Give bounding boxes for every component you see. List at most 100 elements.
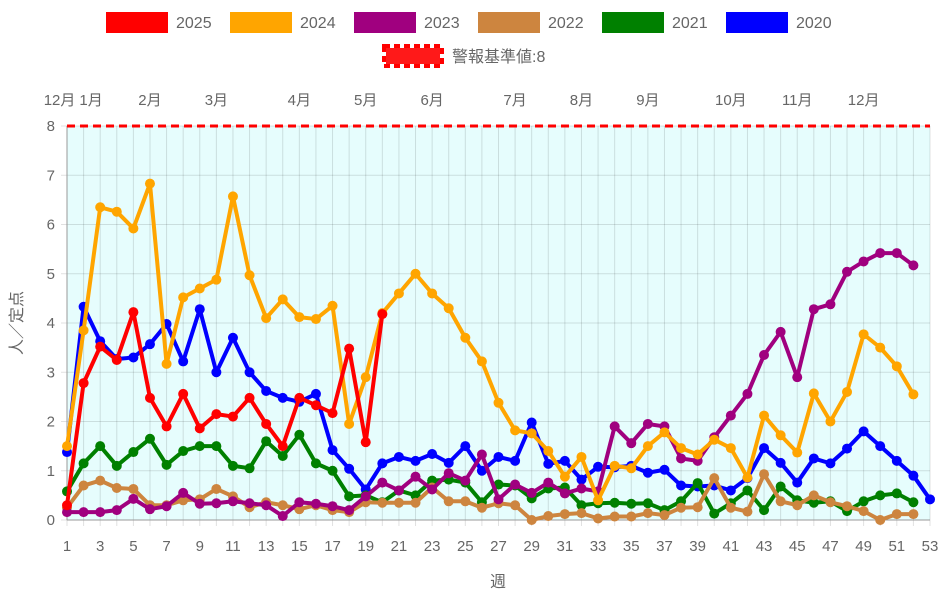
data-point[interactable] bbox=[443, 457, 454, 468]
data-point[interactable] bbox=[327, 408, 338, 419]
legend-item-2020[interactable]: 2020 bbox=[726, 12, 832, 33]
data-point[interactable] bbox=[111, 206, 122, 217]
data-point[interactable] bbox=[742, 388, 753, 399]
data-point[interactable] bbox=[559, 488, 570, 499]
data-point[interactable] bbox=[244, 463, 255, 474]
legend-item-2024[interactable]: 2024 bbox=[230, 12, 336, 33]
data-point[interactable] bbox=[891, 455, 902, 466]
data-point[interactable] bbox=[393, 485, 404, 496]
data-point[interactable] bbox=[344, 505, 355, 516]
data-point[interactable] bbox=[576, 483, 587, 494]
data-point[interactable] bbox=[427, 475, 438, 486]
data-point[interactable] bbox=[161, 421, 172, 432]
data-point[interactable] bbox=[576, 508, 587, 519]
data-point[interactable] bbox=[543, 477, 554, 488]
data-point[interactable] bbox=[261, 500, 272, 511]
data-point[interactable] bbox=[95, 507, 106, 518]
data-point[interactable] bbox=[393, 288, 404, 299]
data-point[interactable] bbox=[227, 460, 238, 471]
data-point[interactable] bbox=[510, 500, 521, 511]
data-point[interactable] bbox=[808, 490, 819, 501]
data-point[interactable] bbox=[460, 332, 471, 343]
data-point[interactable] bbox=[642, 418, 653, 429]
data-point[interactable] bbox=[277, 441, 288, 452]
data-point[interactable] bbox=[393, 451, 404, 462]
data-point[interactable] bbox=[294, 429, 305, 440]
data-point[interactable] bbox=[725, 410, 736, 421]
legend-item-2022[interactable]: 2022 bbox=[478, 12, 584, 33]
data-point[interactable] bbox=[178, 446, 189, 457]
data-point[interactable] bbox=[759, 443, 770, 454]
data-point[interactable] bbox=[78, 458, 89, 469]
data-point[interactable] bbox=[559, 455, 570, 466]
data-point[interactable] bbox=[144, 339, 155, 350]
data-point[interactable] bbox=[111, 505, 122, 516]
data-point[interactable] bbox=[875, 490, 886, 501]
data-point[interactable] bbox=[261, 418, 272, 429]
data-point[interactable] bbox=[410, 497, 421, 508]
data-point[interactable] bbox=[410, 471, 421, 482]
data-point[interactable] bbox=[310, 388, 321, 399]
data-point[interactable] bbox=[377, 477, 388, 488]
data-point[interactable] bbox=[875, 342, 886, 353]
data-point[interactable] bbox=[161, 501, 172, 512]
data-point[interactable] bbox=[725, 443, 736, 454]
data-point[interactable] bbox=[111, 460, 122, 471]
data-point[interactable] bbox=[310, 458, 321, 469]
data-point[interactable] bbox=[543, 511, 554, 522]
data-point[interactable] bbox=[576, 451, 587, 462]
data-point[interactable] bbox=[111, 354, 122, 365]
data-point[interactable] bbox=[277, 392, 288, 403]
data-point[interactable] bbox=[211, 274, 222, 285]
data-point[interactable] bbox=[858, 496, 869, 507]
data-point[interactable] bbox=[709, 473, 720, 484]
data-point[interactable] bbox=[808, 497, 819, 508]
data-point[interactable] bbox=[211, 367, 222, 378]
data-point[interactable] bbox=[327, 465, 338, 476]
data-point[interactable] bbox=[161, 358, 172, 369]
data-point[interactable] bbox=[792, 500, 803, 511]
data-point[interactable] bbox=[277, 294, 288, 305]
data-point[interactable] bbox=[792, 372, 803, 383]
data-point[interactable] bbox=[908, 509, 919, 520]
data-point[interactable] bbox=[144, 392, 155, 403]
data-point[interactable] bbox=[642, 441, 653, 452]
data-point[interactable] bbox=[410, 268, 421, 279]
data-point[interactable] bbox=[144, 433, 155, 444]
data-point[interactable] bbox=[792, 447, 803, 458]
data-point[interactable] bbox=[344, 343, 355, 354]
data-point[interactable] bbox=[775, 496, 786, 507]
data-point[interactable] bbox=[344, 418, 355, 429]
data-point[interactable] bbox=[144, 504, 155, 515]
data-point[interactable] bbox=[460, 475, 471, 486]
data-point[interactable] bbox=[261, 313, 272, 324]
legend-item-2025[interactable]: 2025 bbox=[106, 12, 212, 33]
data-point[interactable] bbox=[875, 515, 886, 525]
data-point[interactable] bbox=[875, 441, 886, 452]
data-point[interactable] bbox=[858, 256, 869, 267]
data-point[interactable] bbox=[593, 513, 604, 524]
data-point[interactable] bbox=[891, 509, 902, 520]
data-point[interactable] bbox=[742, 485, 753, 496]
data-point[interactable] bbox=[161, 459, 172, 470]
data-point[interactable] bbox=[128, 493, 139, 504]
data-point[interactable] bbox=[95, 202, 106, 213]
data-point[interactable] bbox=[194, 441, 205, 452]
data-point[interactable] bbox=[344, 491, 355, 502]
data-point[interactable] bbox=[211, 441, 222, 452]
data-point[interactable] bbox=[111, 482, 122, 493]
data-point[interactable] bbox=[244, 392, 255, 403]
data-point[interactable] bbox=[178, 487, 189, 498]
data-point[interactable] bbox=[95, 341, 106, 352]
data-point[interactable] bbox=[609, 421, 620, 432]
data-point[interactable] bbox=[825, 497, 836, 508]
data-point[interactable] bbox=[825, 416, 836, 427]
data-point[interactable] bbox=[842, 266, 853, 277]
data-point[interactable] bbox=[78, 480, 89, 491]
data-point[interactable] bbox=[227, 332, 238, 343]
data-point[interactable] bbox=[825, 299, 836, 310]
legend-item-threshold[interactable]: 警報基準値:8 bbox=[382, 44, 545, 68]
data-point[interactable] bbox=[659, 464, 670, 475]
data-point[interactable] bbox=[692, 449, 703, 460]
data-point[interactable] bbox=[476, 449, 487, 460]
